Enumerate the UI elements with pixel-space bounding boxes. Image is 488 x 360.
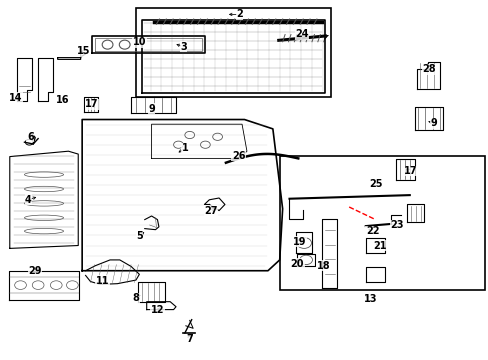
Text: 7: 7 (186, 334, 193, 344)
Text: 24: 24 (295, 29, 308, 39)
Text: 3: 3 (180, 42, 186, 52)
Text: 28: 28 (422, 64, 435, 74)
Text: 9: 9 (148, 104, 155, 114)
Text: 17: 17 (403, 166, 417, 176)
Text: 23: 23 (389, 220, 403, 230)
Text: 10: 10 (132, 37, 146, 48)
Text: 26: 26 (231, 150, 245, 161)
Text: 18: 18 (316, 261, 330, 271)
Text: 20: 20 (290, 258, 304, 269)
Text: 9: 9 (430, 118, 437, 128)
Text: 5: 5 (136, 231, 142, 241)
Text: 2: 2 (236, 9, 243, 19)
Text: 13: 13 (363, 294, 377, 304)
Text: 19: 19 (292, 237, 305, 247)
Text: 12: 12 (150, 305, 164, 315)
Text: 29: 29 (28, 266, 42, 276)
Text: 17: 17 (85, 99, 99, 109)
Text: 25: 25 (368, 179, 382, 189)
Text: 14: 14 (9, 93, 22, 103)
Text: 27: 27 (204, 206, 218, 216)
Bar (279, 156, 484, 290)
Text: 4: 4 (25, 195, 32, 205)
Text: 8: 8 (132, 293, 139, 303)
Text: 1: 1 (181, 143, 188, 153)
Text: 15: 15 (77, 46, 91, 56)
Text: 6: 6 (27, 132, 34, 142)
Text: 21: 21 (373, 240, 386, 251)
Text: 16: 16 (56, 95, 69, 105)
Bar (136, 8, 330, 97)
Text: 11: 11 (96, 276, 109, 286)
Text: 22: 22 (365, 226, 379, 236)
